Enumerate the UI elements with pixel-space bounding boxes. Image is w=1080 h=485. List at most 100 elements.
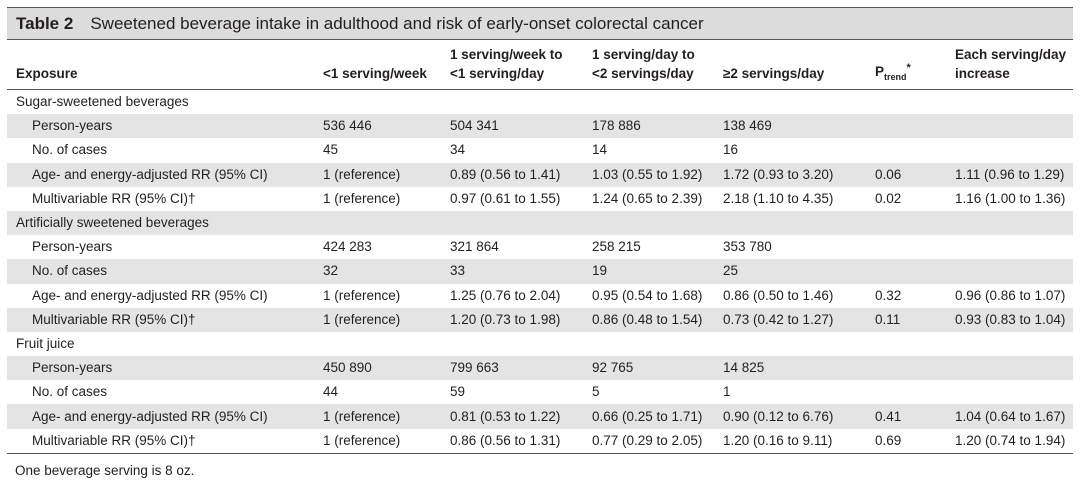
header-col1: <1 serving/week xyxy=(314,45,441,90)
header-exposure: Exposure xyxy=(7,45,314,90)
header-col3: 1 serving/day to <2 servings/day xyxy=(583,45,714,90)
cell-col2: 34 xyxy=(450,142,466,158)
cell-col4: 1 xyxy=(723,384,731,400)
cell-col1: 1 (reference) xyxy=(314,404,441,429)
cell-col3: 14 xyxy=(592,142,608,158)
cell-ptrend xyxy=(866,259,946,284)
cell-ptrend: 0.06 xyxy=(866,162,946,187)
cell-ptrend xyxy=(866,356,946,381)
row-label: No. of cases xyxy=(32,384,108,400)
cell-col3: 0.77 (0.29 to 2.05) xyxy=(583,428,714,454)
row-label: Multivariable RR (95% CI)† xyxy=(7,307,314,332)
cell-ptrend: 0.11 xyxy=(866,307,946,332)
row-label: Age- and energy-adjusted RR (95% CI) xyxy=(32,287,268,303)
row-label: Multivariable RR (95% CI)† xyxy=(7,428,314,454)
cell-ptrend xyxy=(866,138,946,162)
cell-col3: 1.24 (0.65 to 2.39) xyxy=(592,190,703,206)
cell-increase: 0.96 (0.86 to 1.07) xyxy=(955,287,1066,303)
cell-col2: 0.97 (0.61 to 1.55) xyxy=(450,190,561,206)
cell-col2: 33 xyxy=(441,259,583,284)
cell-col1: 1 (reference) xyxy=(314,307,441,332)
table-row: Multivariable RR (95% CI)† 1 (reference) 1… xyxy=(7,307,1073,332)
header-col4: ≥2 servings/day xyxy=(714,45,866,90)
cell-increase xyxy=(946,235,1073,259)
cell-col4: 2.18 (1.10 to 4.35) xyxy=(723,190,834,206)
table-row: No. of cases 32 33 19 25 xyxy=(7,259,1073,284)
table-row: Age- and energy-adjusted RR (95% CI) 1 (r… xyxy=(7,404,1073,429)
cell-col3: 1.03 (0.55 to 1.92) xyxy=(583,162,714,187)
header-increase: Each serving/day increase xyxy=(946,45,1073,90)
cell-ptrend: 0.02 xyxy=(875,190,902,206)
section-row: Fruit juice xyxy=(7,332,1073,356)
cell-col2: 0.86 (0.56 to 1.31) xyxy=(441,428,583,454)
cell-increase xyxy=(946,380,1073,404)
row-label: Person-years xyxy=(7,114,314,139)
data-table: Exposure <1 serving/week 1 serving/week … xyxy=(7,45,1073,454)
cell-ptrend xyxy=(866,380,946,404)
header-ptrend: Ptrend* xyxy=(866,45,946,90)
cell-col1: 44 xyxy=(323,384,339,400)
cell-col2: 0.89 (0.56 to 1.41) xyxy=(441,162,583,187)
row-label: Multivariable RR (95% CI)† xyxy=(32,190,196,206)
table-label: Table 2 xyxy=(16,13,74,33)
row-label: Person-years xyxy=(7,356,314,381)
cell-col2: 1.20 (0.73 to 1.98) xyxy=(441,307,583,332)
cell-col1: 1 (reference) xyxy=(323,287,401,303)
cell-col2: 0.81 (0.53 to 1.22) xyxy=(441,404,583,429)
header-col2: 1 serving/week to <1 serving/day xyxy=(441,45,583,90)
table-caption: Table 2 Sweetened beverage intake in adu… xyxy=(7,7,1073,40)
cell-col3: 258 215 xyxy=(592,239,641,255)
table-row: No. of cases 44 59 5 1 xyxy=(7,380,1073,404)
cell-col4: 353 780 xyxy=(723,239,772,255)
section-row: Sugar-sweetened beverages xyxy=(7,90,1073,115)
cell-increase xyxy=(946,259,1073,284)
cell-col4: 0.73 (0.42 to 1.27) xyxy=(714,307,866,332)
cell-increase: 1.16 (1.00 to 1.36) xyxy=(955,190,1066,206)
cell-col3: 0.66 (0.25 to 1.71) xyxy=(583,404,714,429)
cell-col3: 5 xyxy=(592,384,600,400)
row-label: Age- and energy-adjusted RR (95% CI) xyxy=(7,404,314,429)
table-row: Age- and energy-adjusted RR (95% CI) 1 (r… xyxy=(7,284,1073,308)
cell-col3: 178 886 xyxy=(583,114,714,139)
table-row: Multivariable RR (95% CI)† 1 (reference) 0… xyxy=(7,187,1073,211)
table-row: Person-years 450 890 799 663 92 765 14 825 xyxy=(7,356,1073,381)
cell-increase: 1.20 (0.74 to 1.94) xyxy=(946,428,1073,454)
table-row: Age- and energy-adjusted RR (95% CI) 1 (r… xyxy=(7,162,1073,187)
row-label: No. of cases xyxy=(32,142,108,158)
cell-col1: 536 446 xyxy=(314,114,441,139)
cell-col3: 92 765 xyxy=(583,356,714,381)
section-title: Artificially sweetened beverages xyxy=(7,210,1073,236)
cell-col4: 0.86 (0.50 to 1.46) xyxy=(723,287,834,303)
cell-col1: 32 xyxy=(314,259,441,284)
cell-col4: 0.90 (0.12 to 6.76) xyxy=(714,404,866,429)
header-row: Exposure <1 serving/week 1 serving/week … xyxy=(7,45,1073,90)
row-label: Age- and energy-adjusted RR (95% CI) xyxy=(7,162,314,187)
cell-col2: 504 341 xyxy=(441,114,583,139)
cell-col2: 321 864 xyxy=(450,239,499,255)
cell-col1: 1 (reference) xyxy=(314,162,441,187)
cell-col1: 1 (reference) xyxy=(323,190,401,206)
cell-increase xyxy=(946,138,1073,162)
cell-increase: 1.11 (0.96 to 1.29) xyxy=(946,162,1073,187)
table-row: Person-years 536 446 504 341 178 886 138 469 xyxy=(7,114,1073,139)
footnote: One beverage serving is 8 oz. xyxy=(15,463,195,478)
cell-increase xyxy=(946,114,1073,139)
cell-col3: 0.86 (0.48 to 1.54) xyxy=(583,307,714,332)
section-title: Sugar-sweetened beverages xyxy=(16,94,189,110)
cell-col4: 25 xyxy=(714,259,866,284)
cell-ptrend: 0.69 xyxy=(866,428,946,454)
table-row: Person-years 424 283 321 864 258 215 353 780 xyxy=(7,235,1073,259)
section-title: Fruit juice xyxy=(16,335,75,351)
section-row: Artificially sweetened beverages xyxy=(7,210,1073,236)
table-row: Multivariable RR (95% CI)† 1 (reference) 0… xyxy=(7,428,1073,454)
cell-col1: 450 890 xyxy=(314,356,441,381)
row-label: Person-years xyxy=(32,239,113,255)
cell-col1: 45 xyxy=(323,142,339,158)
cell-col4: 138 469 xyxy=(714,114,866,139)
cell-ptrend xyxy=(866,235,946,259)
cell-col4: 1.20 (0.16 to 9.11) xyxy=(714,428,866,454)
cell-col3: 19 xyxy=(583,259,714,284)
row-label: No. of cases xyxy=(7,259,314,284)
cell-col4: 1.72 (0.93 to 3.20) xyxy=(714,162,866,187)
cell-increase: 1.04 (0.64 to 1.67) xyxy=(946,404,1073,429)
